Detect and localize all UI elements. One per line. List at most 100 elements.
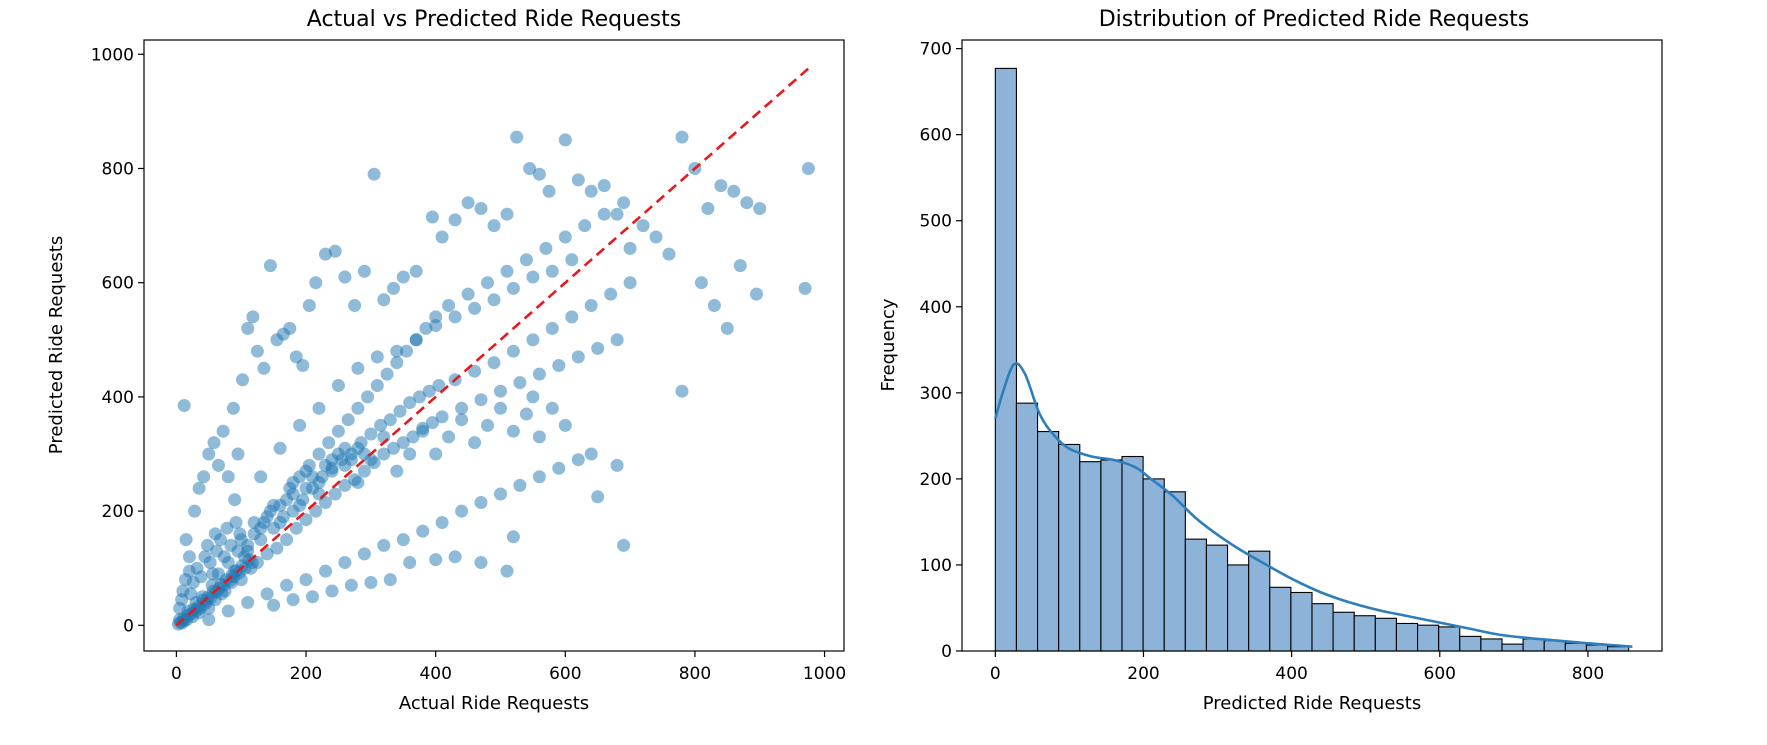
scatter-point — [571, 350, 585, 364]
histogram-bar — [1480, 638, 1503, 652]
histogram-bar — [1058, 443, 1081, 652]
scatter-point — [801, 162, 815, 175]
scatter-point — [312, 447, 326, 461]
scatter-point — [487, 293, 501, 307]
scatter-point — [565, 310, 579, 324]
scatter-point — [390, 344, 404, 358]
scatter-point — [406, 430, 420, 444]
histogram-x-tick-label: 600 — [1424, 664, 1456, 684]
scatter-y-tick-label: 400 — [102, 388, 134, 408]
scatter-point — [254, 533, 268, 547]
scatter-point — [206, 567, 220, 581]
scatter-point — [364, 576, 378, 589]
scatter-point — [526, 333, 540, 347]
scatter-point — [377, 538, 391, 552]
scatter-point — [221, 604, 235, 618]
scatter-point — [293, 418, 307, 432]
scatter-point — [357, 464, 371, 478]
scatter-point — [179, 533, 193, 547]
scatter-point — [387, 441, 400, 455]
scatter-point — [370, 379, 384, 392]
scatter-point — [270, 541, 284, 555]
scatter-point — [617, 196, 631, 210]
histogram-panel: Distribution of Predicted Ride Requests … — [878, 7, 1663, 714]
histogram-bar — [1501, 643, 1524, 652]
scatter-point — [584, 299, 598, 312]
scatter-point — [545, 401, 559, 415]
scatter-point — [331, 379, 345, 392]
scatter-point — [241, 321, 255, 335]
scatter-point — [545, 264, 559, 278]
scatter-point — [532, 167, 546, 181]
scatter-point — [231, 447, 245, 461]
scatter-x-tick-label: 0 — [171, 664, 182, 684]
scatter-point — [364, 427, 378, 441]
histogram-x-tick-label: 800 — [1572, 664, 1604, 684]
scatter-point — [351, 361, 365, 375]
scatter-point — [319, 564, 332, 578]
scatter-point — [299, 513, 313, 527]
histogram-bar — [1100, 459, 1123, 652]
histogram-bar — [1395, 622, 1419, 652]
scatter-point — [400, 344, 413, 358]
scatter-point — [293, 498, 307, 512]
histogram-bar — [1037, 431, 1060, 652]
scatter-point — [510, 130, 524, 144]
scatter-point — [202, 613, 216, 627]
scatter-point — [273, 441, 287, 455]
scatter-point — [289, 521, 303, 535]
scatter-point — [707, 299, 721, 312]
scatter-point — [506, 281, 520, 295]
scatter-point — [500, 207, 514, 221]
scatter-point — [325, 584, 339, 598]
scatter-point — [429, 553, 443, 567]
histogram-bar — [994, 67, 1017, 652]
scatter-point — [435, 516, 449, 529]
scatter-point — [468, 301, 482, 315]
scatter-point — [500, 564, 514, 578]
scatter-x-ticks: 0 200 400 600 800 1000 — [171, 651, 846, 684]
scatter-point — [513, 376, 527, 390]
histogram-bar — [1374, 617, 1397, 652]
scatter-point — [487, 356, 501, 370]
scatter-point — [184, 587, 198, 601]
scatter-point — [506, 424, 520, 438]
scatter-point — [435, 410, 449, 424]
scatter-point — [188, 504, 202, 518]
scatter-point — [591, 341, 605, 355]
histogram-y-tick-label: 400 — [920, 298, 952, 318]
scatter-point — [416, 424, 430, 438]
scatter-point — [675, 384, 689, 398]
scatter-point — [322, 436, 336, 450]
scatter-point — [442, 299, 456, 312]
scatter-x-tick-label: 600 — [549, 664, 581, 684]
scatter-point — [267, 498, 281, 512]
histogram-x-tick-label: 0 — [990, 664, 1001, 684]
scatter-point — [552, 461, 566, 475]
histogram-x-tick-label: 400 — [1275, 664, 1307, 684]
scatter-point — [539, 241, 553, 255]
kde-curve — [994, 362, 1633, 648]
scatter-point — [241, 596, 255, 609]
scatter-point — [299, 573, 313, 587]
scatter-point — [182, 550, 196, 564]
scatter-point — [286, 487, 300, 501]
scatter-point — [552, 359, 566, 372]
scatter-point — [565, 253, 579, 267]
scatter-x-tick-label: 200 — [290, 664, 322, 684]
scatter-point — [254, 521, 268, 535]
histogram-bar — [1269, 586, 1292, 652]
scatter-point — [229, 516, 243, 529]
scatter-point — [532, 470, 546, 484]
histogram-bar — [1417, 624, 1440, 652]
scatter-points — [171, 130, 815, 631]
scatter-point — [649, 230, 663, 244]
scatter-point — [662, 247, 676, 261]
scatter-point — [455, 504, 469, 518]
scatter-point — [370, 350, 384, 364]
scatter-point — [523, 162, 537, 175]
scatter-point — [197, 470, 211, 484]
scatter-point — [403, 396, 417, 410]
scatter-point — [623, 276, 637, 290]
scatter-point — [448, 310, 462, 324]
